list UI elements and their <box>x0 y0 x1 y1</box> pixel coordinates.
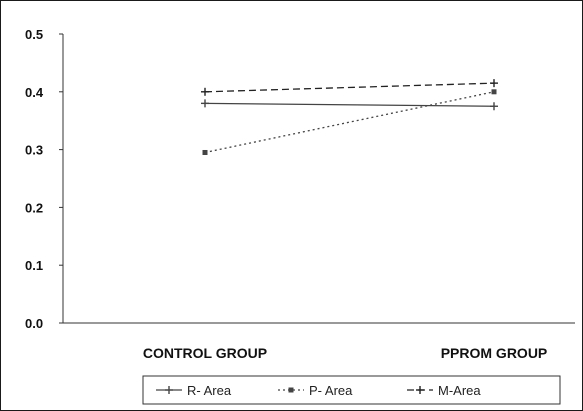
legend-marker <box>165 386 173 394</box>
x-category-label: CONTROL GROUP <box>143 345 267 361</box>
legend-label: P- Area <box>309 383 353 398</box>
data-point-series-2 <box>202 149 208 155</box>
data-point-series-1 <box>490 102 498 111</box>
data-point-series-1 <box>201 99 209 108</box>
data-point-series-3 <box>490 79 498 88</box>
legend-box <box>142 375 561 405</box>
data-point-series-3 <box>201 87 209 96</box>
series-line-2 <box>204 91 495 154</box>
legend-label: M-Area <box>438 383 481 398</box>
legend-label: R- Area <box>187 383 232 398</box>
y-tick-label: 0.3 <box>25 143 43 158</box>
x-category-label: PPROM GROUP <box>441 345 548 361</box>
y-tick-label: 0.1 <box>25 258 43 273</box>
y-tick-label: 0.4 <box>25 85 44 100</box>
y-tick-label: 0.5 <box>25 27 43 42</box>
legend-marker <box>416 386 424 394</box>
legend-marker <box>288 387 294 393</box>
y-tick-label: 0.2 <box>25 200 43 215</box>
series-line-1 <box>204 102 495 107</box>
data-point-series-2 <box>491 89 497 95</box>
series-line-3 <box>204 82 495 93</box>
y-tick-label: 0.0 <box>25 316 43 331</box>
